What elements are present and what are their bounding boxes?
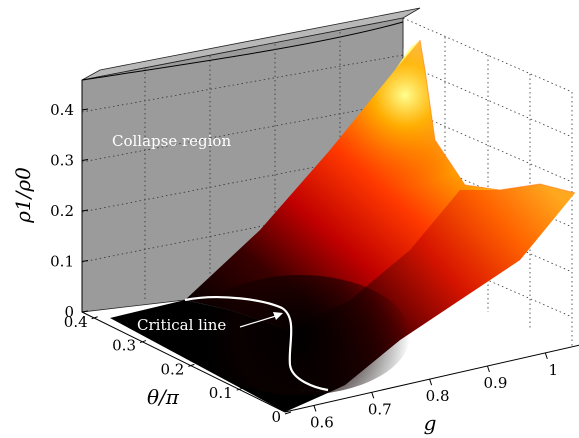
z-tick-label: 0.3 bbox=[50, 152, 74, 170]
theta-axis-label: θ/π bbox=[147, 385, 180, 409]
theta-tick-mark bbox=[284, 411, 292, 415]
z-tick-mark bbox=[81, 209, 89, 212]
z-axis-ticks: 0 0.1 0.2 0.3 0.4 bbox=[50, 101, 89, 321]
surface bbox=[185, 39, 576, 395]
z-tick-label: 0 bbox=[64, 303, 74, 321]
axes-box bbox=[81, 80, 579, 413]
g-tick-mark bbox=[544, 352, 548, 360]
theta-tick-mark bbox=[236, 387, 243, 391]
g-tick-mark bbox=[486, 365, 490, 373]
theta-tick-mark bbox=[139, 340, 147, 344]
z-tick-label: 0.4 bbox=[50, 101, 74, 119]
g-tick-label: 0.6 bbox=[310, 413, 334, 431]
z-axis-label: ρ1/ρ0 bbox=[11, 167, 35, 224]
z-tick-mark bbox=[81, 159, 89, 161]
z-tick-mark bbox=[81, 108, 89, 111]
theta-tick-label: 0.3 bbox=[112, 337, 136, 355]
theta-tick-mark bbox=[188, 363, 195, 367]
theta-axis-ticks: 0 0.1 0.2 0.3 0.4 bbox=[64, 313, 292, 426]
critical-line-arrow bbox=[239, 312, 283, 328]
g-axis-ticks: 0.6 0.7 0.8 0.9 1 bbox=[310, 352, 559, 431]
g-tick-mark bbox=[313, 405, 317, 412]
g-tick-mark bbox=[429, 378, 433, 386]
theta-tick-label: 0.2 bbox=[160, 360, 184, 378]
z-tick-label: 0.2 bbox=[50, 202, 74, 220]
g-axis-label: g bbox=[424, 411, 437, 435]
g-tick-mark bbox=[371, 392, 375, 399]
g-tick-label: 1 bbox=[549, 361, 559, 379]
theta-tick-label: 0 bbox=[271, 408, 281, 426]
z-tick-label: 0.1 bbox=[50, 253, 74, 271]
z-tick-mark bbox=[81, 310, 89, 313]
theta-tick-label: 0.1 bbox=[209, 384, 233, 402]
g-tick-label: 0.9 bbox=[484, 374, 508, 392]
g-tick-label: 0.8 bbox=[426, 387, 450, 405]
theta-tick-label: 0.4 bbox=[64, 313, 88, 331]
critical-line bbox=[184, 296, 329, 392]
theta-tick-mark bbox=[91, 316, 98, 320]
critical-line-label: Critical line bbox=[137, 316, 226, 334]
collapse-region-label: Collapse region bbox=[112, 132, 231, 150]
g-tick-label: 0.7 bbox=[368, 400, 392, 418]
z-tick-mark bbox=[81, 260, 89, 262]
